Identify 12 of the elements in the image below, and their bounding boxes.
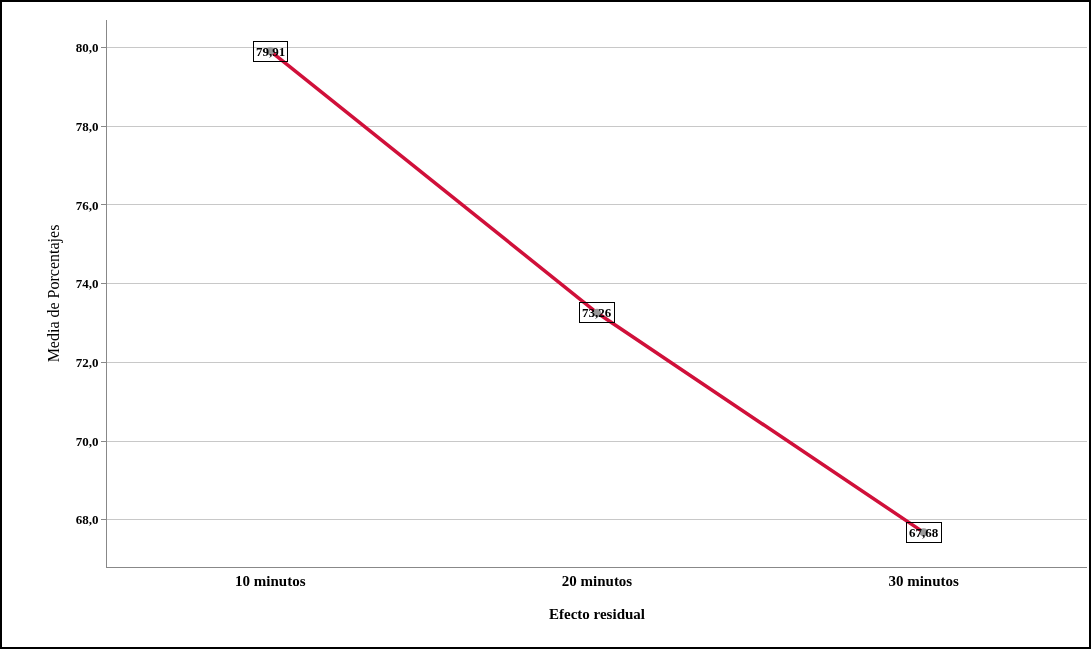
x-tick-label: 20 minutos: [561, 573, 633, 589]
y-axis-title: Media de Porcentajes: [44, 224, 63, 363]
x-tick-label: 10 minutos: [235, 573, 306, 589]
y-tick-label: 74,0: [75, 276, 99, 292]
y-tick-label: 80,0: [75, 40, 99, 56]
x-axis-title: Efecto residual: [549, 606, 645, 622]
y-tick-label: 72,0: [75, 354, 99, 370]
y-tick-label: 70,0: [75, 433, 99, 449]
y-tick-label: 76,0: [75, 197, 99, 213]
y-tick-label: 68,0: [75, 512, 99, 528]
y-tick-label: 78,0: [75, 118, 99, 134]
x-tick-label: 30 minutos: [888, 573, 960, 589]
